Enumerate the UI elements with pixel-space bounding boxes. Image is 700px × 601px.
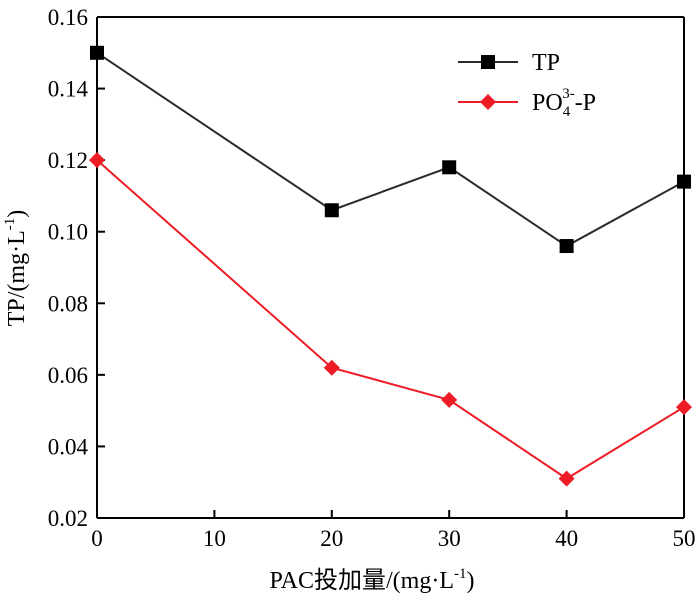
tp-series-line xyxy=(96,51,685,248)
x-tick-label: 10 xyxy=(203,526,226,551)
series-layer xyxy=(89,45,692,487)
legend-label-po4-sup: 3- xyxy=(562,86,575,102)
y-ticks: 0.02 0.04 0.06 0.08 0.10 0.12 0.14 0.16 xyxy=(48,5,105,531)
po4-p-series-line xyxy=(96,159,685,480)
legend-marker-po4 xyxy=(480,94,496,110)
legend-label-po4-main: PO xyxy=(532,90,563,116)
x-tick-label: 30 xyxy=(438,526,461,551)
y-tick-label: 0.12 xyxy=(48,148,88,173)
tp-data-point xyxy=(442,160,457,175)
x-axis-title-tail: ) xyxy=(466,568,474,594)
y-tick-label: 0.14 xyxy=(48,77,89,102)
y-tick-label: 0.16 xyxy=(48,5,88,30)
po4-p-data-point xyxy=(441,391,458,408)
x-axis-title: PAC投加量/(mg·L-1) xyxy=(270,566,475,594)
series-po4-p xyxy=(89,152,692,487)
po4-p-data-point xyxy=(89,152,105,169)
po4-p-data-point xyxy=(323,359,340,376)
x-axis-title-sup: -1 xyxy=(454,566,467,582)
tp-data-point xyxy=(677,174,691,189)
legend-marker-tp xyxy=(481,55,495,69)
legend: TP PO4 3--P xyxy=(458,50,596,120)
x-ticks: 0 10 20 30 40 50 xyxy=(91,510,696,551)
legend-item-tp: TP xyxy=(458,50,560,76)
y-tick-label: 0.04 xyxy=(48,434,89,459)
tp-data-point xyxy=(559,239,574,254)
axes xyxy=(96,16,685,519)
legend-label-tp: TP xyxy=(532,50,560,76)
x-tick-label: 40 xyxy=(555,526,578,551)
tp-data-point xyxy=(324,203,339,218)
po4-p-data-point xyxy=(558,470,575,487)
po4-p-data-point xyxy=(676,399,692,416)
y-axis-title-main: TP/(mg·L xyxy=(4,230,30,326)
legend-item-po4: PO4 3--P xyxy=(458,86,596,120)
legend-label-po4-tail: -P xyxy=(575,90,596,116)
x-tick-label: 20 xyxy=(320,526,343,551)
legend-label-po4: PO4 3--P xyxy=(532,86,596,120)
y-tick-label: 0.10 xyxy=(48,220,88,245)
x-tick-label: 50 xyxy=(673,526,696,551)
y-axis-title: TP/(mg·L-1) xyxy=(2,210,30,327)
y-tick-label: 0.08 xyxy=(48,291,88,316)
x-axis-title-main: PAC投加量/(mg·L xyxy=(270,567,454,594)
y-tick-label: 0.02 xyxy=(48,506,88,531)
y-axis-title-sup: -1 xyxy=(2,218,18,231)
y-tick-label: 0.06 xyxy=(48,363,88,388)
legend-label-po4-sub: 4 xyxy=(563,104,571,120)
x-tick-label: 0 xyxy=(91,526,103,551)
y-axis-title-tail: ) xyxy=(4,210,30,218)
tp-data-point xyxy=(90,45,104,60)
series-tp xyxy=(90,45,691,254)
